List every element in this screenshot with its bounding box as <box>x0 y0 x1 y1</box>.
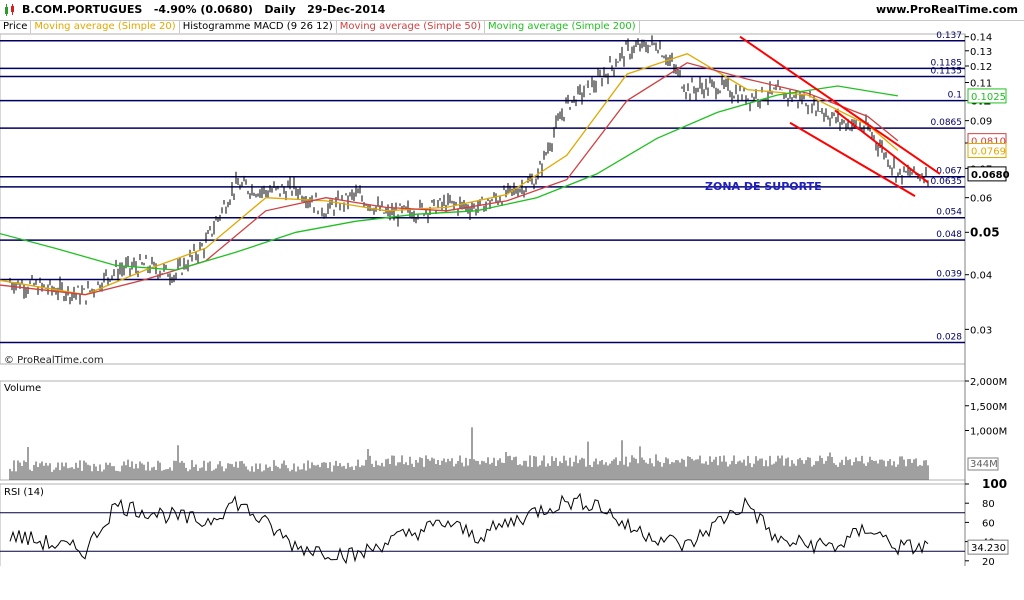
indicator-tab[interactable]: Histogramme MACD (9 26 12) <box>180 20 337 33</box>
price-tick-label: 0.03 <box>970 325 992 336</box>
price-tick-label: 0.04 <box>970 271 992 282</box>
indicator-tab[interactable]: Moving average (Simple 200) <box>485 20 640 33</box>
support-level-label: 0.0865 <box>931 118 963 128</box>
price-tag-label: 0.0680 <box>971 170 1010 181</box>
price-tick-label: 0.06 <box>970 194 992 205</box>
chart-canvas: 0.140.130.120.110.10.090.080.070.060.050… <box>0 31 1010 566</box>
candlestick-icon <box>5 4 14 16</box>
channel-lower-line <box>789 121 916 197</box>
moving-average-line <box>0 52 899 296</box>
price-tag <box>967 166 1007 182</box>
rsi-tick-label: 100 <box>982 477 1007 491</box>
moving-average-line <box>0 85 899 271</box>
indicator-tab[interactable]: Moving average (Simple 20) <box>31 20 180 33</box>
price-tick-label: 0.13 <box>970 47 992 58</box>
support-level-label: 0.067 <box>936 167 962 177</box>
price-tag <box>967 88 1007 104</box>
title-bar: B.COM.PORTUGUES -4.90% (0.0680) Daily 29… <box>0 0 1024 21</box>
watermark: © ProRealTime.com <box>4 355 104 366</box>
volume-tag <box>967 457 999 471</box>
price-tag <box>967 143 1007 159</box>
support-zone-label: ZONA DE SUPORTE <box>705 180 822 193</box>
price-tag-label: 0.0769 <box>971 147 1006 158</box>
price-bars <box>9 35 929 305</box>
support-level-label: 0.1 <box>948 91 962 101</box>
support-level-label: 0.0635 <box>931 177 963 187</box>
indicator-tab[interactable]: Price <box>0 20 32 33</box>
channel-upper-line <box>739 35 941 175</box>
rsi-tick-label: 60 <box>982 518 995 529</box>
price-tick-label: 0.14 <box>970 33 992 44</box>
support-level-label: 0.137 <box>936 31 962 41</box>
site-link[interactable]: www.ProRealTime.com <box>875 3 1018 16</box>
rsi-line <box>9 492 929 565</box>
support-level-label: 0.1185 <box>931 58 963 68</box>
instrument-title: B.COM.PORTUGUES -4.90% (0.0680) Daily 29… <box>22 3 385 16</box>
price-tick-label: 0.05 <box>970 225 1000 239</box>
volume-tick-label: 1,000M <box>970 427 1007 438</box>
rsi-tick-label: 80 <box>982 499 995 510</box>
support-level-label: 0.039 <box>936 270 962 280</box>
period: Daily <box>264 3 296 16</box>
indicator-tabs: Price Moving average (Simple 20) Histogram… <box>0 20 1024 34</box>
indicator-tab[interactable]: Moving average (Simple 50) <box>337 20 486 33</box>
price-tick-label: 0.12 <box>970 62 992 73</box>
volume-tick-label: 1,500M <box>970 402 1007 413</box>
price-tick-label: 0.09 <box>970 117 992 128</box>
symbol: B.COM.PORTUGUES <box>22 3 143 16</box>
rsi-last-value: 34.230 <box>971 543 1006 554</box>
price-tag-label: 0.0810 <box>971 137 1006 148</box>
volume-bars <box>9 427 929 480</box>
support-level-label: 0.1135 <box>931 67 963 77</box>
price-tag-label: 0.1025 <box>971 92 1006 103</box>
change: -4.90% (0.0680) <box>153 3 253 16</box>
volume-last-value: 344M <box>970 459 998 470</box>
volume-tick-label: 2,000M <box>970 377 1007 388</box>
support-level-label: 0.054 <box>936 208 962 218</box>
channel-inner-line <box>834 109 929 184</box>
date: 29-Dec-2014 <box>307 3 386 16</box>
rsi-tag <box>967 539 1009 555</box>
support-level-label: 0.048 <box>936 230 962 240</box>
volume-label: Volume <box>4 383 41 394</box>
price-tick-label: 0.11 <box>970 79 992 90</box>
rsi-tick-label: 20 <box>982 557 995 566</box>
rsi-label: RSI (14) <box>4 487 44 498</box>
support-level-label: 0.028 <box>936 332 962 342</box>
rsi-panel <box>0 483 966 566</box>
